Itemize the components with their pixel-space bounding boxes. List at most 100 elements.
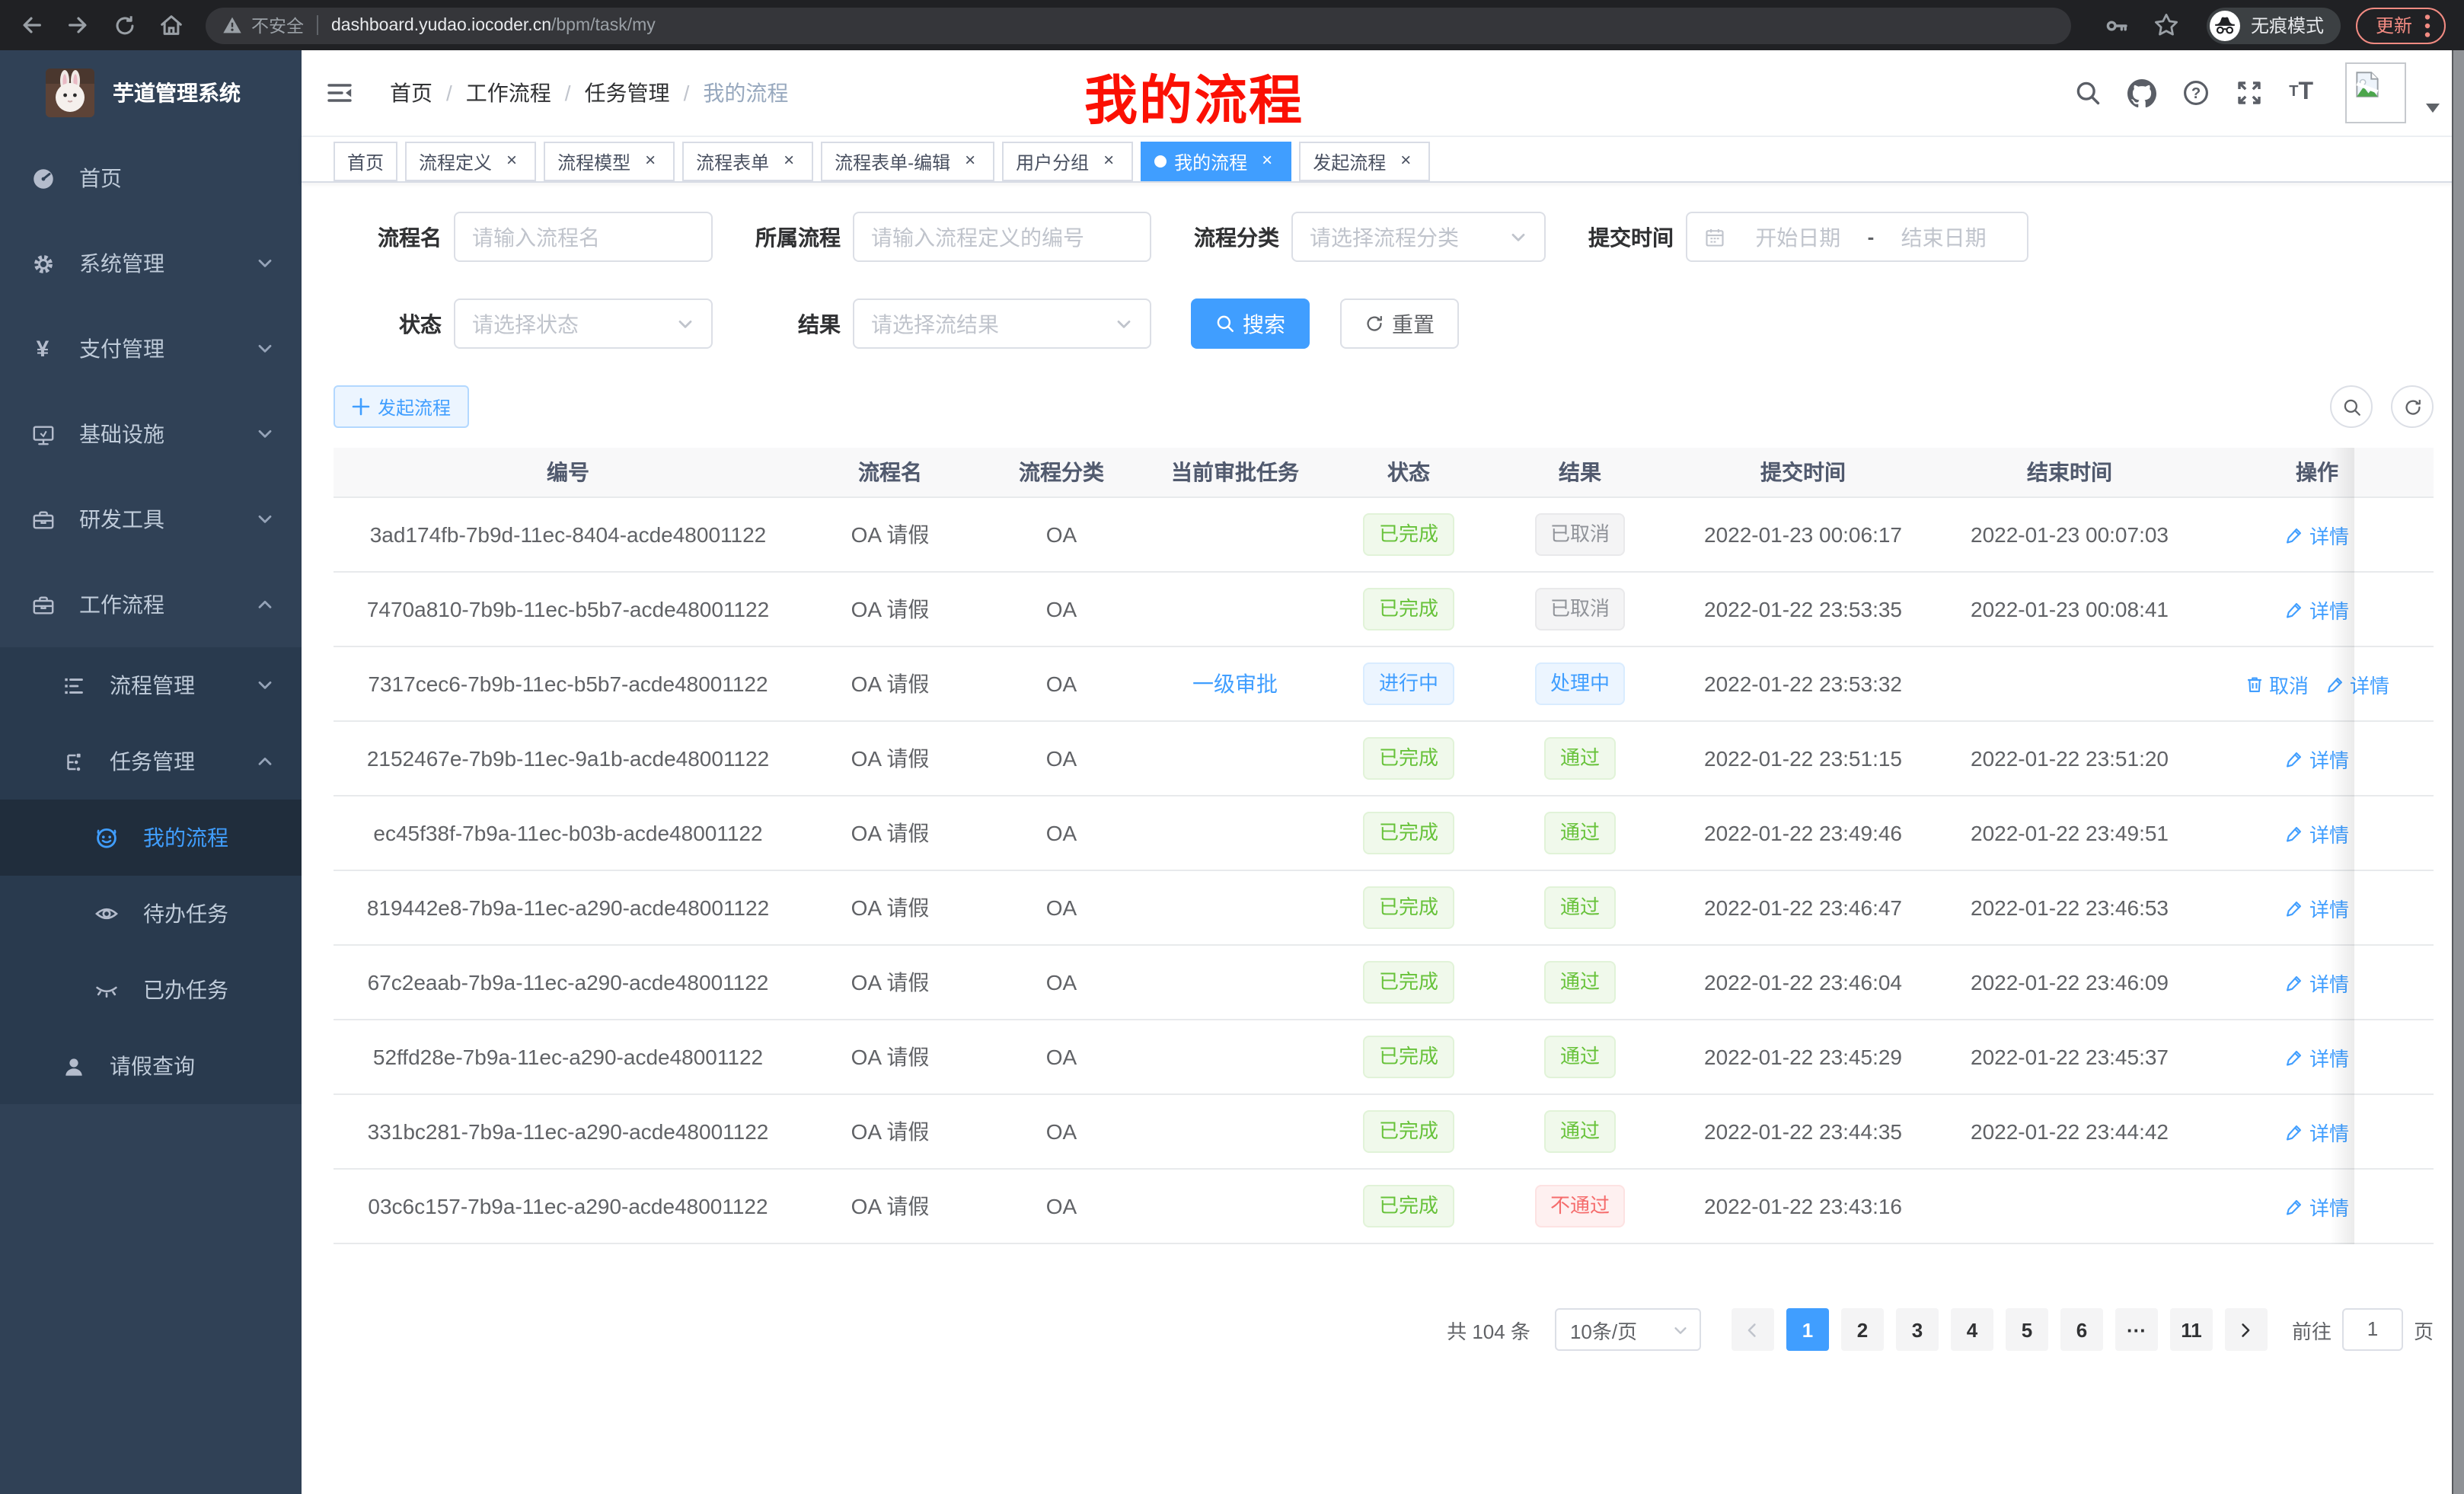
key-icon[interactable] xyxy=(2105,13,2129,37)
app-logo[interactable]: 芋道管理系统 xyxy=(0,50,302,136)
status-cell: 已完成 xyxy=(1325,588,1492,630)
tab-2[interactable]: 流程模型 × xyxy=(544,142,675,181)
tab-4[interactable]: 流程表单-编辑 × xyxy=(821,142,995,181)
cancel-link[interactable]: 取消 xyxy=(2245,669,2309,698)
sidebar-item-3[interactable]: 基础设施 xyxy=(0,391,302,477)
filter-input[interactable]: 请输入流程名 xyxy=(454,212,713,262)
browser-menu-icon[interactable] xyxy=(2424,13,2430,37)
edit-icon xyxy=(2285,972,2305,992)
date-range-picker[interactable]: 开始日期 - 结束日期 xyxy=(1686,212,2028,262)
sidebar-item-11[interactable]: 请假查询 xyxy=(0,1028,302,1104)
help-icon[interactable]: ? xyxy=(2182,79,2210,107)
sidebar-item-4[interactable]: 研发工具 xyxy=(0,477,302,562)
content: 流程名 请输入流程名 所属流程 请输入流程定义的编号 流程分类 请选择流程分类 提交时间 开始… xyxy=(302,212,2464,1351)
avatar[interactable] xyxy=(2345,62,2406,123)
detail-link[interactable]: 详情 xyxy=(2325,669,2389,698)
forward-icon[interactable] xyxy=(65,12,91,38)
sidebar-collapse-icon[interactable] xyxy=(326,79,353,107)
detail-link[interactable]: 详情 xyxy=(2285,1042,2349,1071)
not-secure-warning-icon[interactable] xyxy=(222,15,242,35)
page-button-4[interactable]: 4 xyxy=(1950,1308,1993,1351)
github-icon[interactable] xyxy=(2127,78,2157,107)
tab-close-icon[interactable]: × xyxy=(1103,149,1115,171)
home-icon[interactable] xyxy=(158,12,184,38)
prev-page-button[interactable] xyxy=(1731,1308,1774,1351)
sidebar-item-2[interactable]: ¥ 支付管理 xyxy=(0,306,302,391)
process-category-cell: OA xyxy=(1045,746,1077,771)
fullscreen-icon[interactable] xyxy=(2236,79,2263,107)
tab-close-icon[interactable]: × xyxy=(506,149,518,171)
tab-close-icon[interactable]: × xyxy=(965,149,976,171)
tab-6[interactable]: 我的流程 × xyxy=(1141,142,1292,181)
show-search-button[interactable] xyxy=(2330,385,2373,428)
sidebar-item-8[interactable]: 我的流程 xyxy=(0,800,302,876)
sidebar-item-9[interactable]: 待办任务 xyxy=(0,876,302,952)
breadcrumb-item-2[interactable]: 任务管理 xyxy=(584,81,670,105)
breadcrumb-item-0[interactable]: 首页 xyxy=(390,81,432,105)
detail-link[interactable]: 详情 xyxy=(2285,893,2349,922)
page-button-3[interactable]: 3 xyxy=(1895,1308,1939,1351)
update-button[interactable]: 更新 xyxy=(2355,7,2446,43)
sidebar-item-0[interactable]: 首页 xyxy=(0,136,302,221)
goto-label: 前往 xyxy=(2291,1320,2332,1342)
detail-link[interactable]: 详情 xyxy=(2285,819,2349,848)
detail-link[interactable]: 详情 xyxy=(2285,595,2349,624)
search-button[interactable]: 搜索 xyxy=(1191,298,1310,349)
back-icon[interactable] xyxy=(18,12,44,38)
tab-close-icon[interactable]: × xyxy=(645,149,656,171)
sidebar-item-label: 任务管理 xyxy=(110,749,195,774)
goto-page-input[interactable]: 1 xyxy=(2341,1308,2403,1351)
sidebar-item-6[interactable]: 流程管理 xyxy=(0,647,302,723)
tab-close-icon[interactable]: × xyxy=(784,149,795,171)
detail-link[interactable]: 详情 xyxy=(2285,968,2349,997)
refresh-table-button[interactable] xyxy=(2391,385,2434,428)
tab-close-icon[interactable]: × xyxy=(1400,149,1412,171)
page-ellipsis[interactable]: ··· xyxy=(2115,1308,2158,1351)
breadcrumb-item-1[interactable]: 工作流程 xyxy=(465,81,551,105)
page-button-1[interactable]: 1 xyxy=(1786,1308,1829,1351)
detail-link[interactable]: 详情 xyxy=(2285,1117,2349,1146)
submit-time-cell: 2022-01-22 23:53:32 xyxy=(1704,672,1902,696)
avatar-caret-icon[interactable] xyxy=(2426,104,2440,113)
tab-close-icon[interactable]: × xyxy=(1262,149,1273,171)
sidebar-item-5[interactable]: 工作流程 xyxy=(0,562,302,647)
filter-select[interactable]: 请选择流结果 xyxy=(853,298,1151,349)
briefcase-icon xyxy=(30,593,55,616)
detail-link[interactable]: 详情 xyxy=(2285,1192,2349,1221)
tab-5[interactable]: 用户分组 × xyxy=(1002,142,1134,181)
reload-icon[interactable] xyxy=(113,13,137,37)
status-cell: 进行中 xyxy=(1325,662,1492,705)
current-task-link[interactable]: 一级审批 xyxy=(1192,672,1278,696)
detail-link[interactable]: 详情 xyxy=(2285,744,2349,773)
browser-scrollbar[interactable] xyxy=(2452,50,2464,1494)
result-badge: 通过 xyxy=(1544,812,1615,854)
search-icon[interactable] xyxy=(2074,79,2102,107)
result-cell: 处理中 xyxy=(1492,662,1668,705)
page-button-2[interactable]: 2 xyxy=(1840,1308,1884,1351)
sidebar-item-10[interactable]: 已办任务 xyxy=(0,952,302,1028)
detail-link[interactable]: 详情 xyxy=(2285,520,2349,549)
tab-1[interactable]: 流程定义 × xyxy=(405,142,537,181)
filter-input[interactable]: 请输入流程定义的编号 xyxy=(853,212,1151,262)
sidebar-item-7[interactable]: 任务管理 xyxy=(0,723,302,800)
address-bar[interactable]: 不安全 dashboard.yudao.iocoder.cn /bpm/task… xyxy=(206,7,2071,43)
monitor-icon xyxy=(30,423,55,445)
process-name-cell: OA 请假 xyxy=(851,597,930,621)
page-button-5[interactable]: 5 xyxy=(2005,1308,2048,1351)
page-button-11[interactable]: 11 xyxy=(2169,1308,2213,1351)
sidebar-item-1[interactable]: 系统管理 xyxy=(0,221,302,306)
page-size-select[interactable]: 10条/页 xyxy=(1554,1308,1701,1351)
result-cell: 不通过 xyxy=(1492,1185,1668,1227)
bookmark-star-icon[interactable] xyxy=(2153,12,2179,38)
tab-3[interactable]: 流程表单 × xyxy=(682,142,814,181)
next-page-button[interactable] xyxy=(2224,1308,2268,1351)
create-process-button[interactable]: 发起流程 xyxy=(334,385,470,428)
filter-select[interactable]: 请选择状态 xyxy=(454,298,713,349)
status-badge: 已完成 xyxy=(1363,1036,1454,1078)
page-button-6[interactable]: 6 xyxy=(2060,1308,2103,1351)
filter-select[interactable]: 请选择流程分类 xyxy=(1291,212,1546,262)
reset-button[interactable]: 重置 xyxy=(1340,298,1459,349)
tab-0[interactable]: 首页 xyxy=(334,142,398,181)
tab-7[interactable]: 发起流程 × xyxy=(1299,142,1431,181)
